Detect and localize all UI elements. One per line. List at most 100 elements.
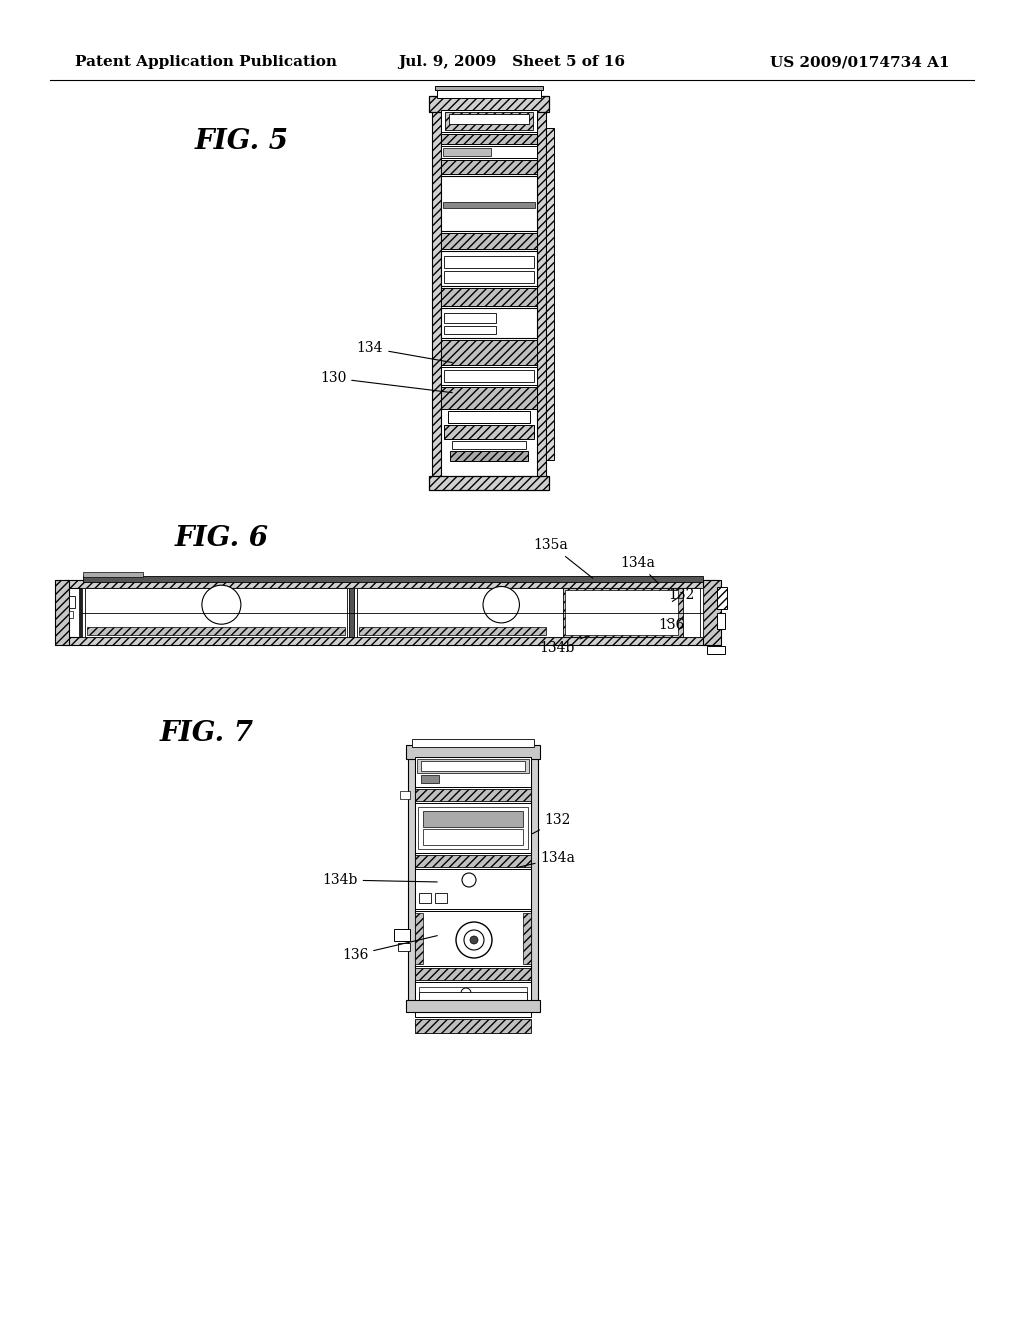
Bar	[421, 775, 439, 783]
Circle shape	[202, 585, 241, 624]
Bar	[441, 367, 537, 385]
Circle shape	[470, 936, 478, 944]
Bar	[444, 425, 534, 440]
Bar	[452, 441, 526, 449]
Bar	[349, 587, 354, 638]
Bar	[423, 829, 523, 845]
Text: 130: 130	[319, 371, 453, 392]
Bar	[435, 894, 447, 903]
Text: 134: 134	[356, 341, 453, 363]
Text: 134b: 134b	[323, 873, 437, 887]
Bar	[423, 810, 523, 828]
Bar	[415, 1019, 531, 1034]
Bar	[441, 147, 537, 158]
Bar	[406, 1001, 540, 1012]
Text: Jul. 9, 2009   Sheet 5 of 16: Jul. 9, 2009 Sheet 5 of 16	[398, 55, 626, 69]
Bar	[523, 913, 531, 964]
Bar	[445, 112, 534, 129]
Bar	[444, 313, 496, 323]
Bar	[565, 590, 678, 635]
Bar	[444, 326, 496, 334]
Bar	[421, 762, 525, 771]
Bar	[443, 202, 535, 209]
Bar	[83, 576, 703, 582]
Text: 134b: 134b	[540, 636, 588, 655]
Bar	[415, 869, 531, 909]
Bar	[419, 987, 527, 997]
Bar	[717, 586, 727, 610]
Text: 132: 132	[532, 813, 571, 834]
Bar	[415, 855, 531, 867]
Bar	[537, 108, 546, 480]
Bar	[419, 894, 431, 903]
Bar	[415, 913, 423, 964]
Bar	[441, 341, 537, 366]
Bar	[432, 108, 441, 480]
Bar	[449, 411, 530, 422]
Circle shape	[464, 931, 484, 950]
Bar	[359, 627, 546, 635]
Bar	[400, 791, 410, 799]
Bar	[65, 638, 715, 645]
Bar	[406, 744, 540, 759]
Bar	[444, 370, 534, 381]
Bar	[707, 645, 725, 653]
Bar	[441, 234, 537, 249]
Text: FIG. 5: FIG. 5	[195, 128, 289, 154]
Bar	[415, 756, 531, 787]
Bar	[441, 308, 537, 338]
Bar	[408, 755, 415, 1010]
Bar	[441, 135, 537, 144]
Bar	[55, 579, 69, 645]
Bar	[417, 759, 529, 774]
Bar	[415, 911, 531, 966]
Text: 134a: 134a	[621, 556, 658, 583]
Bar	[441, 160, 537, 174]
Text: 132: 132	[669, 587, 695, 602]
Bar	[429, 96, 549, 112]
Bar	[83, 572, 143, 577]
Bar	[444, 256, 534, 268]
Text: US 2009/0174734 A1: US 2009/0174734 A1	[770, 55, 950, 69]
Bar	[444, 271, 534, 282]
Bar	[357, 587, 700, 638]
Text: FIG. 7: FIG. 7	[160, 719, 254, 747]
Bar	[441, 110, 537, 132]
Bar	[419, 999, 527, 1011]
Bar	[546, 128, 554, 459]
Bar	[398, 942, 410, 950]
Bar	[443, 148, 490, 156]
Bar	[441, 288, 537, 306]
Bar	[415, 803, 531, 853]
Circle shape	[462, 873, 476, 887]
Bar	[450, 451, 528, 461]
Circle shape	[483, 586, 519, 623]
Bar	[394, 929, 410, 941]
Text: Patent Application Publication: Patent Application Publication	[75, 55, 337, 69]
Text: 136: 136	[658, 618, 685, 632]
Bar	[429, 477, 549, 490]
Bar	[717, 612, 725, 628]
Text: 134a: 134a	[518, 851, 575, 867]
Bar	[65, 579, 715, 587]
Bar	[441, 251, 537, 286]
Bar	[441, 387, 537, 409]
Text: 136: 136	[342, 936, 437, 962]
Bar	[531, 755, 538, 1010]
Text: 135a: 135a	[534, 539, 593, 578]
Bar	[435, 86, 543, 90]
Bar	[85, 587, 347, 638]
Bar	[415, 968, 531, 979]
Bar	[69, 597, 75, 609]
Bar	[87, 627, 345, 635]
Bar	[69, 611, 73, 618]
Bar	[419, 993, 527, 1005]
Bar	[412, 739, 534, 747]
Circle shape	[456, 921, 492, 958]
Bar	[415, 982, 531, 1016]
Bar	[82, 587, 703, 638]
Bar	[563, 587, 683, 638]
Text: FIG. 6: FIG. 6	[175, 525, 269, 552]
Circle shape	[461, 987, 471, 998]
Bar	[441, 176, 537, 231]
